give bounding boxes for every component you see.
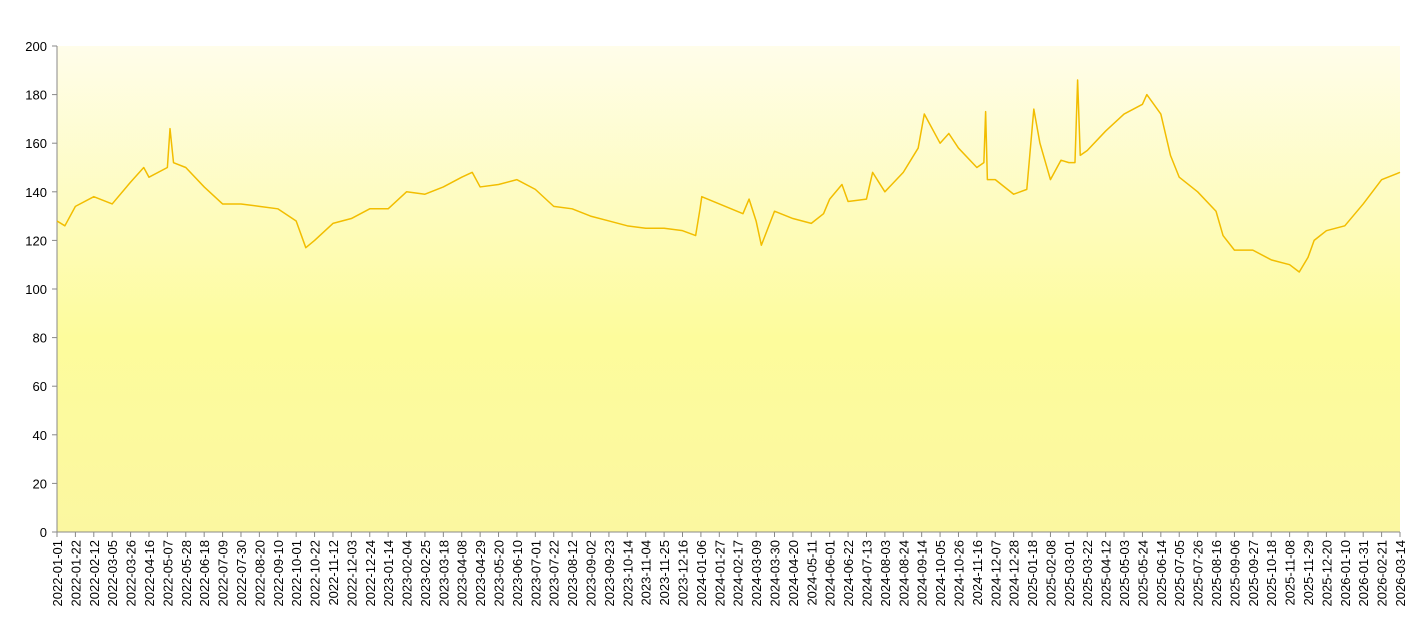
- x-tick-label: 2022-05-28: [179, 540, 194, 607]
- x-tick-label: 2024-03-30: [767, 540, 782, 607]
- x-tick-label: 2024-09-14: [915, 540, 930, 607]
- x-tick-label: 2022-04-16: [142, 540, 157, 607]
- y-tick-label: 20: [33, 476, 47, 491]
- x-tick-label: 2025-05-03: [1117, 540, 1132, 607]
- x-tick-label: 2025-11-29: [1301, 540, 1316, 606]
- x-tick-label: 2022-07-30: [234, 540, 249, 607]
- x-tick-label: 2023-04-08: [455, 540, 470, 607]
- x-tick-label: 2025-09-27: [1246, 540, 1261, 607]
- x-tick-label: 2024-06-01: [823, 540, 838, 607]
- x-tick-label: 2023-01-14: [381, 540, 396, 607]
- x-tick-label: 2023-10-14: [620, 540, 635, 607]
- x-tick-label: 2022-12-24: [363, 540, 378, 607]
- x-tick-label: 2022-06-18: [197, 540, 212, 607]
- x-tick-label: 2022-10-22: [308, 540, 323, 607]
- x-tick-label: 2023-06-10: [510, 540, 525, 607]
- x-tick-label: 2025-10-18: [1264, 540, 1279, 607]
- y-tick-label: 140: [25, 185, 47, 200]
- x-tick-label: 2024-03-09: [749, 540, 764, 607]
- x-tick-label: 2024-07-13: [859, 540, 874, 607]
- plot-area: [57, 46, 1400, 532]
- x-tick-label: 2023-07-01: [528, 540, 543, 607]
- x-tick-label: 2023-07-22: [547, 540, 562, 607]
- x-tick-label: 2023-03-18: [436, 540, 451, 607]
- x-tick-label: 2022-02-12: [87, 540, 102, 607]
- x-tick-label: 2023-05-20: [492, 540, 507, 607]
- x-tick-label: 2022-01-22: [68, 540, 83, 607]
- x-tick-label: 2025-02-08: [1043, 540, 1058, 607]
- x-tick-label: 2024-02-17: [731, 540, 746, 607]
- x-tick-label: 2023-08-12: [565, 540, 580, 607]
- y-tick-label: 80: [33, 331, 47, 346]
- data-line: [56, 79, 1401, 273]
- x-tick-label: 2023-11-04: [639, 540, 654, 606]
- x-tick-label: 2026-02-21: [1375, 540, 1390, 607]
- x-tick-label: 2023-02-25: [418, 540, 433, 607]
- x-tick-label: 2024-12-07: [988, 540, 1003, 607]
- x-tick-label: 2025-07-26: [1191, 540, 1206, 607]
- x-tick-label: 2023-12-16: [676, 540, 691, 607]
- x-tick-label: 2025-09-06: [1227, 540, 1242, 607]
- x-tick-label: 2024-11-16: [970, 540, 985, 606]
- x-tick-label: 2025-11-08: [1283, 540, 1298, 606]
- x-tick-label: 2026-01-10: [1338, 540, 1353, 607]
- x-tick-label: 2025-05-24: [1135, 540, 1150, 607]
- x-tick-label: 2023-02-04: [400, 540, 415, 607]
- x-tick-label: 2025-12-20: [1319, 540, 1334, 607]
- y-tick-label: 100: [25, 282, 47, 297]
- y-tick-label: 200: [25, 39, 47, 54]
- x-tick-label: 2024-12-28: [1007, 540, 1022, 607]
- x-tick-label: 2024-06-22: [841, 540, 856, 607]
- x-tick-label: 2025-03-22: [1080, 540, 1095, 607]
- x-tick-label: 2022-05-07: [160, 540, 175, 607]
- x-tick-label: 2022-11-12: [326, 540, 341, 606]
- x-tick-label: 2022-01-01: [50, 540, 65, 607]
- x-tick-label: 2022-07-09: [216, 540, 231, 607]
- x-tick-label: 2023-11-25: [657, 540, 672, 606]
- x-tick-label: 2025-01-18: [1025, 540, 1040, 607]
- x-tick-label: 2025-07-05: [1172, 540, 1187, 607]
- x-tick-label: 2024-08-24: [896, 540, 911, 607]
- x-tick-label: 2022-03-05: [105, 540, 120, 607]
- x-tick-label: 2026-01-31: [1356, 540, 1371, 607]
- y-tick-label: 180: [25, 88, 47, 103]
- x-tick-label: 2023-09-02: [584, 540, 599, 607]
- x-tick-label: 2024-01-06: [694, 540, 709, 607]
- x-tick-label: 2022-08-20: [252, 540, 267, 607]
- y-tick-label: 60: [33, 379, 47, 394]
- x-tick-label: 2026-03-14: [1393, 540, 1408, 607]
- y-tick-label: 0: [40, 525, 47, 540]
- x-tick-label: 2025-03-01: [1062, 540, 1077, 607]
- x-tick-label: 2024-01-27: [712, 540, 727, 607]
- x-tick-label: 2025-06-14: [1154, 540, 1169, 607]
- x-tick-label: 2022-10-01: [289, 540, 304, 607]
- x-tick-label: 2022-03-26: [124, 540, 139, 607]
- x-tick-label: 2023-04-29: [473, 540, 488, 607]
- x-tick-label: 2024-05-11: [804, 540, 819, 606]
- x-tick-label: 2022-09-10: [271, 540, 286, 607]
- y-tick-label: 160: [25, 136, 47, 151]
- x-tick-label: 2024-04-20: [786, 540, 801, 607]
- x-tick-label: 2024-10-05: [933, 540, 948, 607]
- x-tick-label: 2022-12-03: [344, 540, 359, 607]
- x-tick-label: 2023-09-23: [602, 540, 617, 607]
- x-tick-label: 2024-08-03: [878, 540, 893, 607]
- x-tick-label: 2024-10-26: [951, 540, 966, 607]
- x-tick-label: 2025-04-12: [1099, 540, 1114, 607]
- y-tick-label: 40: [33, 428, 47, 443]
- x-tick-label: 2025-08-16: [1209, 540, 1224, 607]
- y-tick-label: 120: [25, 233, 47, 248]
